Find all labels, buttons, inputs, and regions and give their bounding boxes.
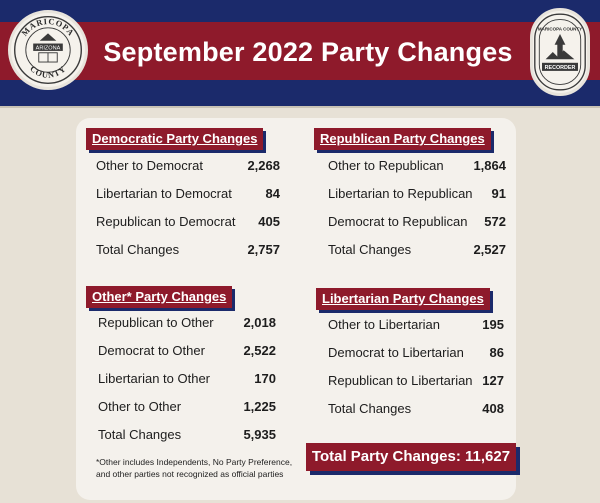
row-label: Republican to Other bbox=[98, 315, 214, 330]
recorder-seal-bottom: RECORDER bbox=[545, 65, 576, 71]
row-label: Libertarian to Other bbox=[98, 371, 211, 386]
table-row: Other to Democrat 2,268 bbox=[96, 156, 280, 176]
page-title: September 2022 Party Changes bbox=[103, 37, 513, 67]
row-label: Other to Democrat bbox=[96, 158, 203, 173]
table-row: Other to Libertarian 195 bbox=[328, 315, 504, 335]
header-divider bbox=[0, 106, 600, 108]
table-row: Republican to Other 2,018 bbox=[98, 313, 276, 333]
row-value: 572 bbox=[484, 214, 506, 229]
table-row: Total Changes 408 bbox=[328, 399, 504, 419]
recorder-seal-top: MARICOPA COUNTY bbox=[538, 26, 582, 31]
row-value: 5,935 bbox=[243, 427, 276, 442]
table-row: Democrat to Libertarian 86 bbox=[328, 343, 504, 363]
table-row: Total Changes 2,757 bbox=[96, 240, 280, 260]
row-value: 2,757 bbox=[247, 242, 280, 257]
row-label: Libertarian to Democrat bbox=[96, 186, 232, 201]
row-value: 84 bbox=[265, 186, 280, 201]
table-row: Other to Republican 1,864 bbox=[328, 156, 506, 176]
table-row: Democrat to Republican 572 bbox=[328, 212, 506, 232]
row-value: 91 bbox=[491, 186, 506, 201]
row-value: 1,225 bbox=[243, 399, 276, 414]
row-value: 195 bbox=[482, 317, 504, 332]
row-label: Democrat to Republican bbox=[328, 214, 468, 229]
maricopa-county-seal-icon: MARICOPA COUNTY ARIZONA bbox=[8, 10, 88, 90]
row-value: 86 bbox=[489, 345, 504, 360]
row-label: Republican to Democrat bbox=[96, 214, 236, 229]
header-banner: September 2022 Party Changes MARICOPA CO… bbox=[0, 0, 600, 108]
table-row: Libertarian to Democrat 84 bbox=[96, 184, 280, 204]
republican-section-title: Republican Party Changes bbox=[314, 128, 491, 150]
row-label: Total Changes bbox=[328, 242, 412, 257]
row-label: Republican to Libertarian bbox=[328, 373, 473, 388]
footnote-line: and other parties not recognized as offi… bbox=[96, 469, 284, 479]
footnote: *Other includes Independents, No Party P… bbox=[96, 456, 306, 480]
table-row: Republican to Libertarian 127 bbox=[328, 371, 504, 391]
row-value: 2,018 bbox=[243, 315, 276, 330]
row-value: 408 bbox=[482, 401, 504, 416]
libertarian-section-title: Libertarian Party Changes bbox=[316, 288, 490, 310]
row-label: Total Changes bbox=[328, 401, 412, 416]
other-section-title: Other* Party Changes bbox=[86, 286, 233, 308]
table-row: Republican to Democrat 405 bbox=[96, 212, 280, 232]
table-row: Total Changes 2,527 bbox=[328, 240, 506, 260]
row-label: Democrat to Libertarian bbox=[328, 345, 464, 360]
row-value: 2,527 bbox=[473, 242, 506, 257]
total-party-changes: Total Party Changes: 11,627 bbox=[306, 443, 516, 471]
row-value: 2,522 bbox=[243, 343, 276, 358]
row-value: 127 bbox=[482, 373, 504, 388]
seal-middle-text: ARIZONA bbox=[36, 46, 61, 52]
recorder-seal-icon: MARICOPA COUNTY RECORDER bbox=[530, 8, 590, 96]
row-label: Libertarian to Republican bbox=[328, 186, 473, 201]
row-label: Other to Libertarian bbox=[328, 317, 441, 332]
row-value: 405 bbox=[258, 214, 280, 229]
democratic-section-title: Democratic Party Changes bbox=[86, 128, 264, 150]
row-value: 1,864 bbox=[473, 158, 506, 173]
row-value: 170 bbox=[254, 371, 276, 386]
row-label: Total Changes bbox=[96, 242, 180, 257]
table-row: Libertarian to Republican 91 bbox=[328, 184, 506, 204]
header-band-red bbox=[0, 22, 600, 80]
row-label: Other to Republican bbox=[328, 158, 444, 173]
footnote-line: *Other includes Independents, No Party P… bbox=[96, 457, 293, 467]
row-label: Democrat to Other bbox=[98, 343, 205, 358]
table-row: Libertarian to Other 170 bbox=[98, 369, 276, 389]
row-label: Other to Other bbox=[98, 399, 182, 414]
row-value: 2,268 bbox=[247, 158, 280, 173]
table-row: Other to Other 1,225 bbox=[98, 397, 276, 417]
header-band-top bbox=[0, 0, 600, 22]
header-band-bottom bbox=[0, 80, 600, 106]
row-label: Total Changes bbox=[98, 427, 182, 442]
table-row: Democrat to Other 2,522 bbox=[98, 341, 276, 361]
table-row: Total Changes 5,935 bbox=[98, 425, 276, 445]
